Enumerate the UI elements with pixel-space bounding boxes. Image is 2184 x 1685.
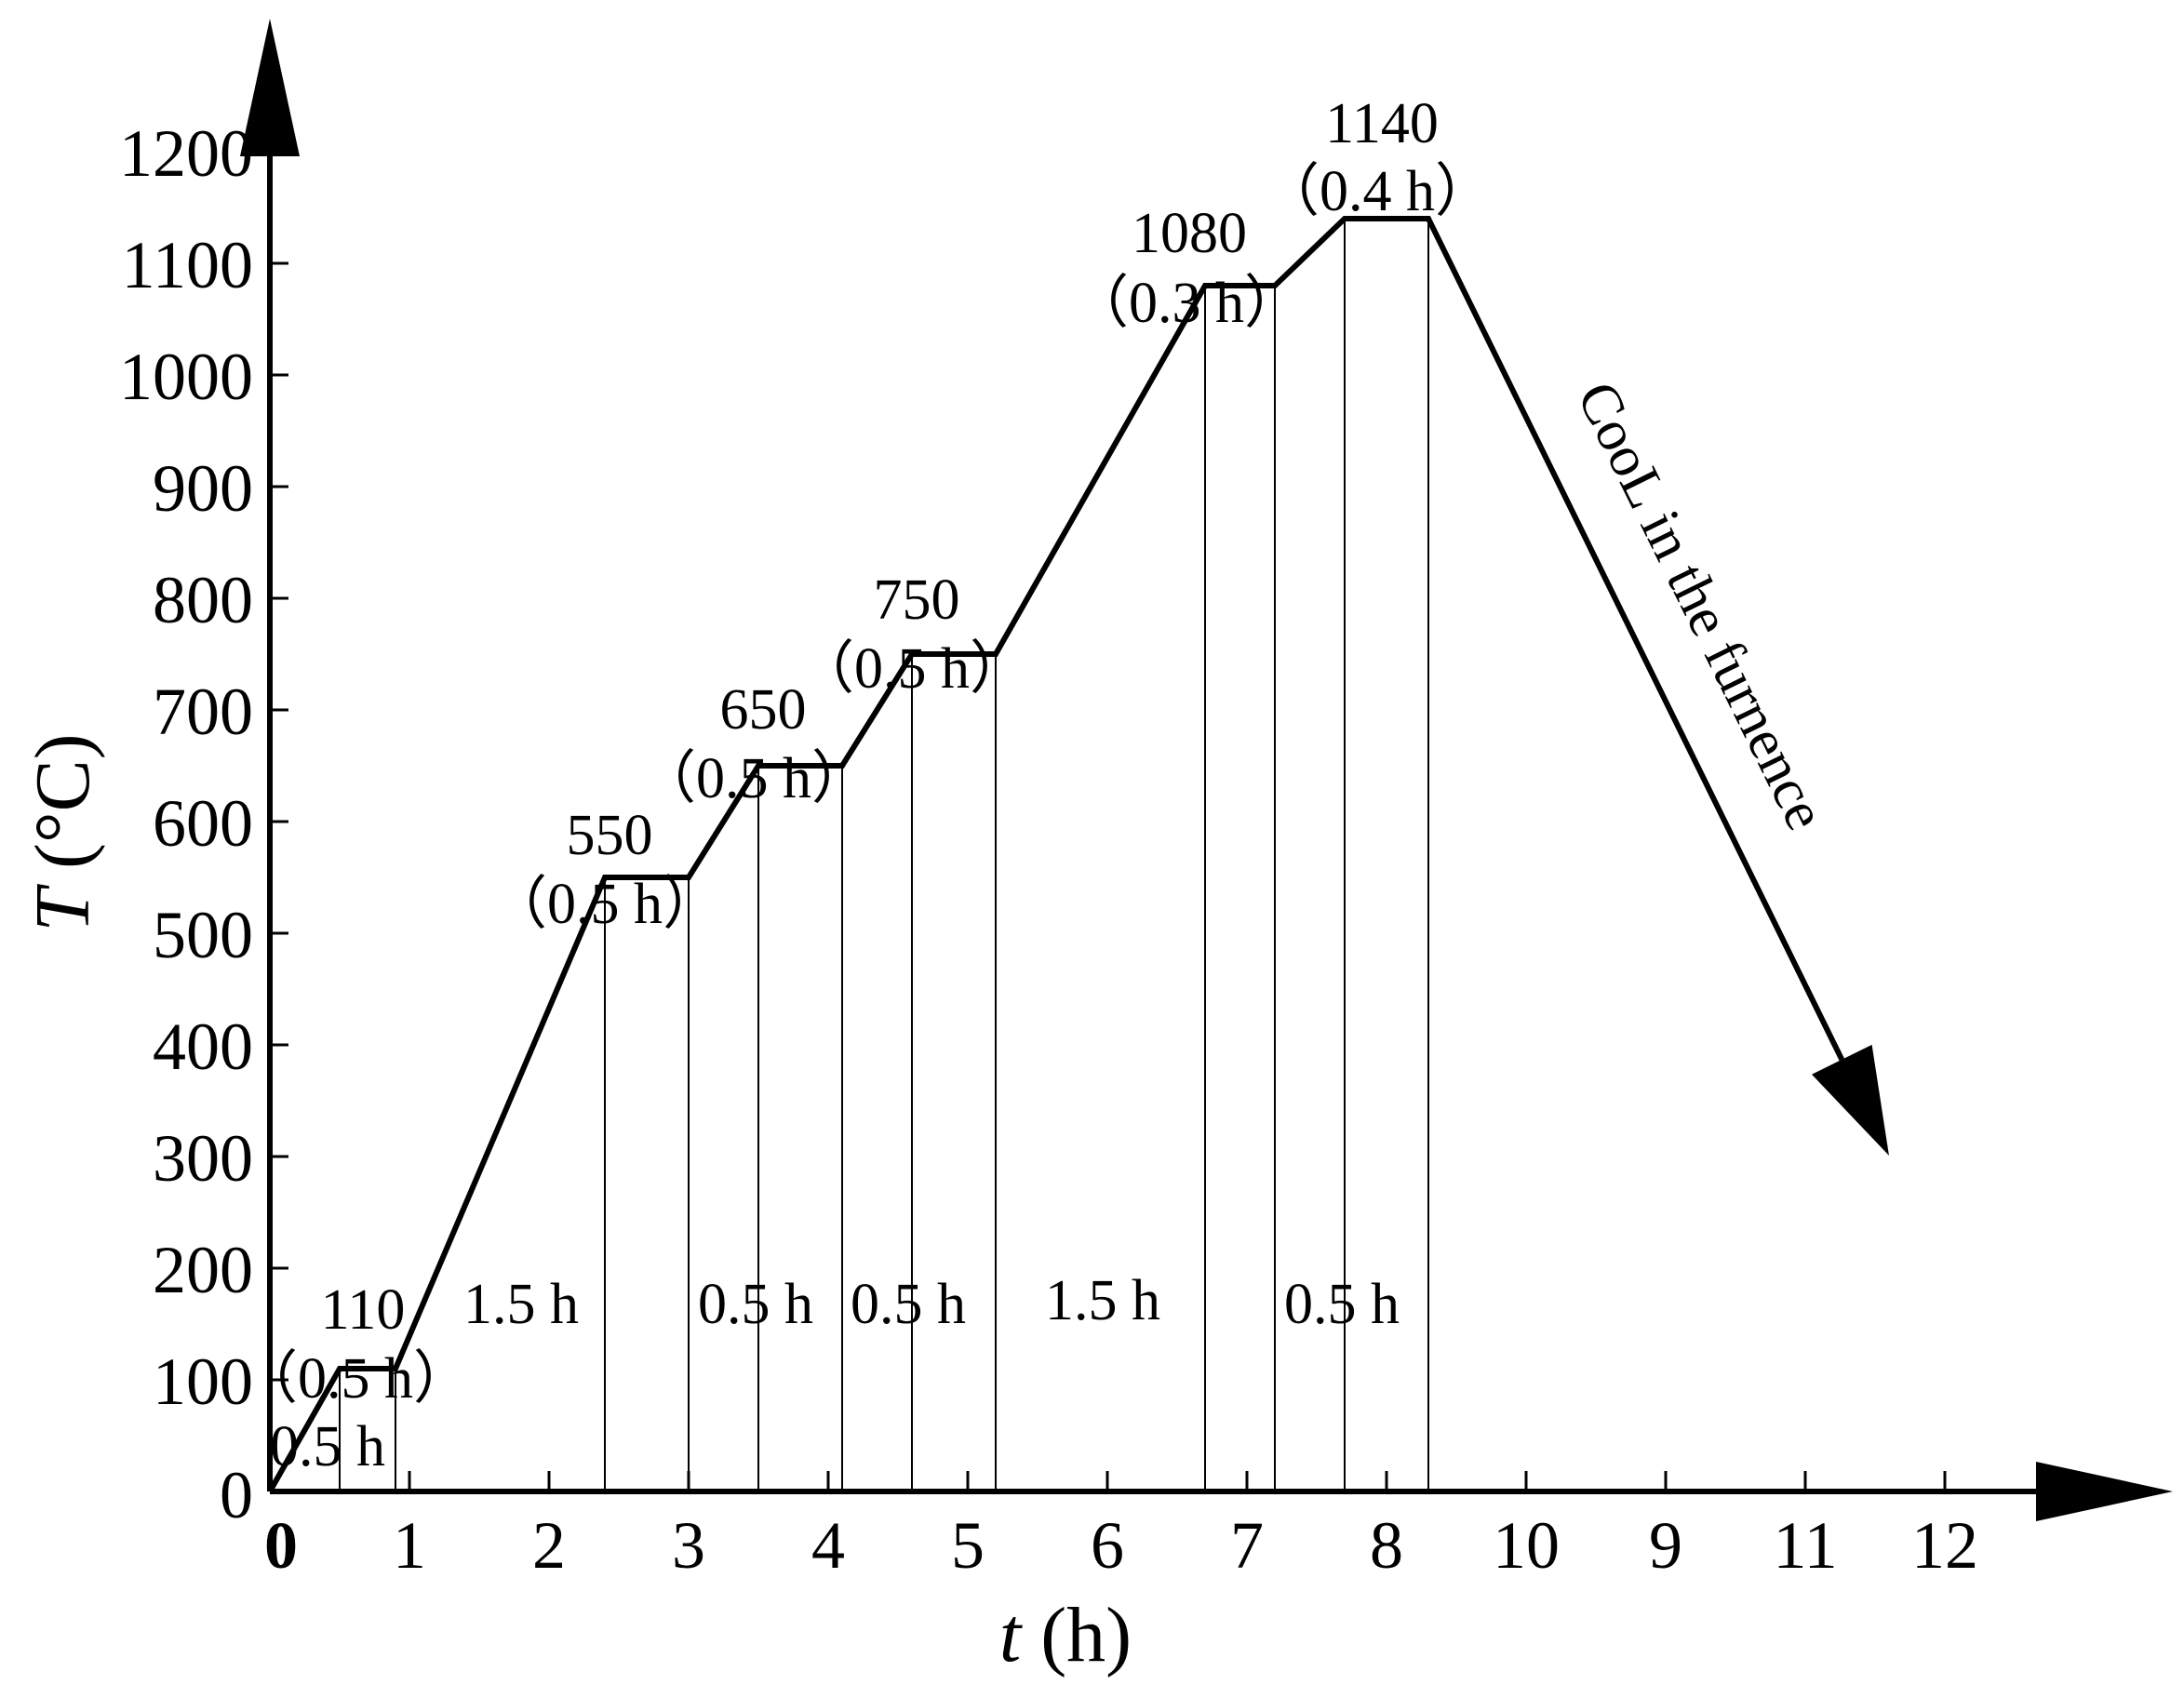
y-tick-label: 200 (153, 1233, 253, 1307)
y-tick-label: 500 (153, 898, 253, 972)
y-tick-label: 0 (220, 1458, 253, 1532)
heating-duration-label: 0.5 h (851, 1273, 966, 1336)
heating-duration-label: 1.5 h (1045, 1269, 1160, 1332)
heating-duration-label: 0.5 h (270, 1415, 385, 1478)
temperature-profile-line (267, 216, 1844, 1493)
x-axis-title: t (h) (999, 1592, 1132, 1678)
x-tick-label: 8 (1370, 1508, 1403, 1583)
x-tick-label: 6 (1091, 1508, 1124, 1583)
hold-duration-label: （0.5 h） (489, 873, 720, 936)
y-tick-label: 600 (153, 786, 253, 861)
hold-temperature-label: 1080 (1132, 202, 1247, 265)
x-tick-label: 4 (811, 1508, 845, 1583)
x-tick-label: 1 (393, 1508, 426, 1583)
x-tick-label: 9 (1649, 1508, 1682, 1583)
y-tick-label: 800 (153, 563, 253, 637)
chart-labels: 0100200300400500600700800900100011001200… (20, 92, 1978, 1678)
y-tick-label: 700 (153, 675, 253, 749)
x-tick-label: 3 (672, 1508, 705, 1583)
hold-duration-label: （0.4 h） (1262, 160, 1493, 223)
x-tick-label: 5 (951, 1508, 985, 1583)
y-tick-label: 100 (153, 1344, 253, 1419)
y-tick-label: 400 (153, 1010, 253, 1084)
hold-duration-label: （0.5 h） (797, 637, 1027, 701)
y-axis-title-unit: (°C) (20, 733, 106, 889)
hold-temperature-label: 750 (874, 568, 960, 632)
heating-duration-label: 1.5 h (463, 1273, 579, 1336)
heating-duration-label: 0.5 h (1284, 1273, 1400, 1336)
x-axis-arrowhead (2036, 1462, 2173, 1521)
hold-duration-label: （0.5 h） (240, 1347, 471, 1411)
y-tick-label: 1200 (119, 116, 253, 191)
x-tick-label: 12 (1911, 1508, 1978, 1583)
hold-temperature-label: 1140 (1325, 92, 1439, 155)
y-tick-label: 1000 (119, 340, 253, 414)
hold-duration-label: （0.3 h） (1071, 272, 1302, 335)
x-tick-label: 11 (1773, 1508, 1837, 1583)
x-axis-title-unit: (h) (1021, 1592, 1132, 1678)
cooling-arrowhead (1812, 1044, 1889, 1156)
hold-duration-label: （0.5 h） (638, 747, 869, 810)
x-tick-label: 7 (1230, 1508, 1264, 1583)
y-tick-label: 300 (153, 1121, 253, 1196)
hold-temperature-label: 650 (720, 678, 807, 742)
x-tick-label: 10 (1493, 1508, 1560, 1583)
heating-duration-label: 0.5 h (698, 1273, 813, 1336)
y-axis-title-symbol: T (20, 884, 106, 932)
y-axis-arrowhead (240, 19, 300, 156)
x-tick-label: 0 (264, 1508, 298, 1583)
hold-temperature-label: 110 (321, 1278, 406, 1342)
y-axis-title: T (°C) (20, 733, 106, 931)
y-tick-label: 900 (153, 451, 253, 526)
y-tick-label: 1100 (122, 228, 253, 302)
x-axis-title-symbol: t (999, 1592, 1024, 1678)
axis-ticks (270, 150, 1947, 1491)
cooling-arrow (1812, 1044, 1889, 1156)
x-tick-label: 2 (532, 1508, 566, 1583)
hold-guide-lines (339, 219, 1429, 1491)
hold-temperature-label: 550 (567, 804, 653, 867)
